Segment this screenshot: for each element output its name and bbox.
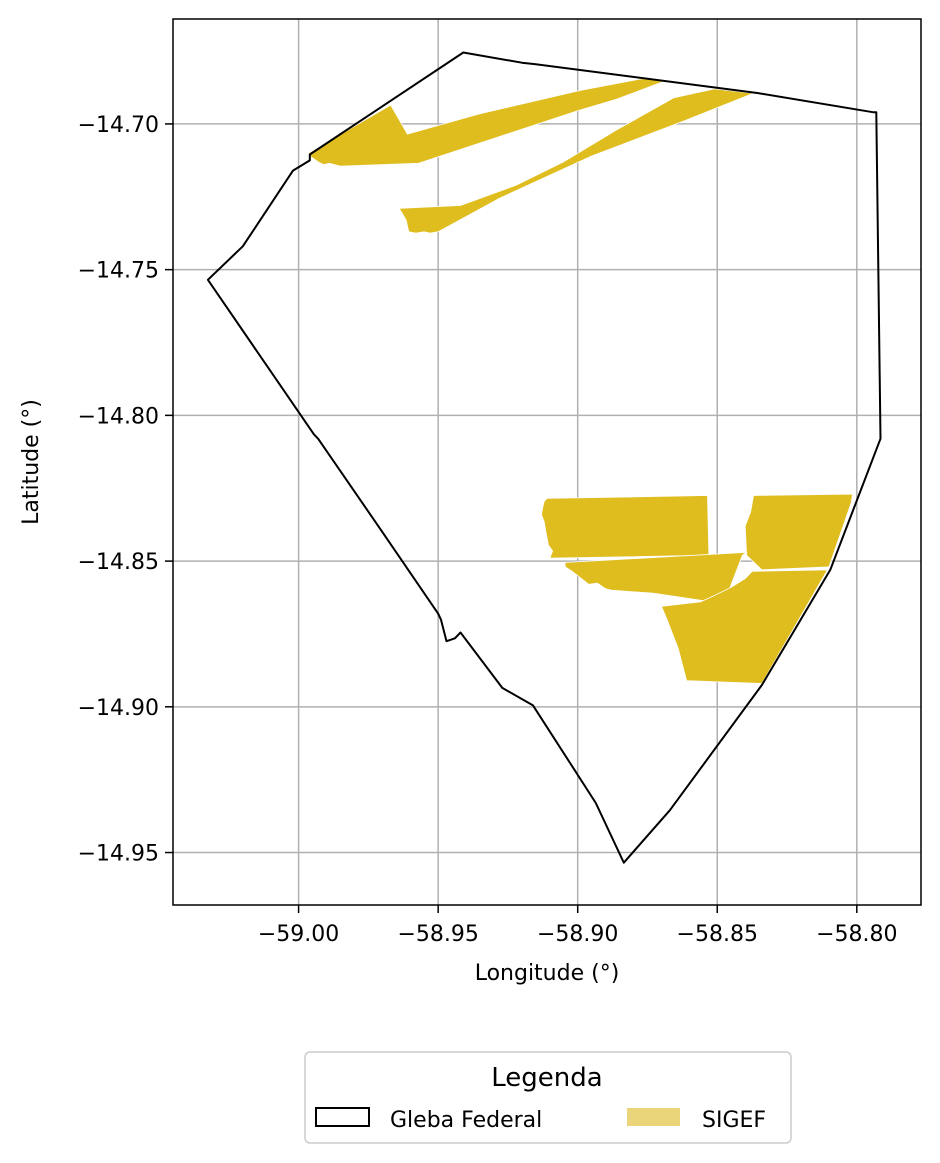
- x-tick-label-4: −58.80: [816, 922, 897, 947]
- legend-title: Legenda: [491, 1063, 602, 1093]
- legend-swatch-sigef: [627, 1108, 680, 1126]
- grid-lines: [173, 19, 921, 905]
- legend-swatch-gleba: [315, 1107, 370, 1127]
- y-tick-label-5: −14.95: [78, 842, 159, 867]
- legend: Legenda Gleba Federal SIGEF: [304, 1051, 792, 1144]
- x-tick-label-0: −59.00: [258, 922, 339, 947]
- y-tick-label-2: −14.80: [78, 404, 159, 429]
- sigef-polygon-0: [307, 78, 668, 167]
- map-layers: [206, 51, 882, 864]
- y-tick-label-0: −14.70: [78, 113, 159, 138]
- x-tick-label-1: −58.95: [397, 922, 478, 947]
- gleba-polygon-0: [206, 51, 882, 864]
- x-tick-label-2: −58.90: [537, 922, 618, 947]
- x-tick-label-3: −58.85: [677, 922, 758, 947]
- y-axis-title: Latitude (°): [19, 399, 44, 525]
- y-tick-label-1: −14.75: [78, 259, 159, 284]
- plot-frame: [172, 18, 922, 906]
- sigef-polygon-4: [564, 551, 748, 604]
- y-tick-label-4: −14.90: [78, 696, 159, 721]
- sigef-polygon-3: [744, 493, 854, 571]
- legend-label-gleba: Gleba Federal: [390, 1108, 542, 1133]
- sigef-polygon-2: [540, 495, 710, 559]
- y-tick-label-3: −14.85: [78, 550, 159, 575]
- sigef-polygon-5: [660, 569, 829, 684]
- x-axis-title: Longitude (°): [475, 961, 620, 986]
- legend-label-sigef: SIGEF: [702, 1108, 766, 1133]
- sigef-polygon-1: [398, 88, 754, 234]
- axis-ticks: −59.00 −58.95 −58.90 −58.85 −58.80 −14.70 −14.…: [78, 113, 898, 947]
